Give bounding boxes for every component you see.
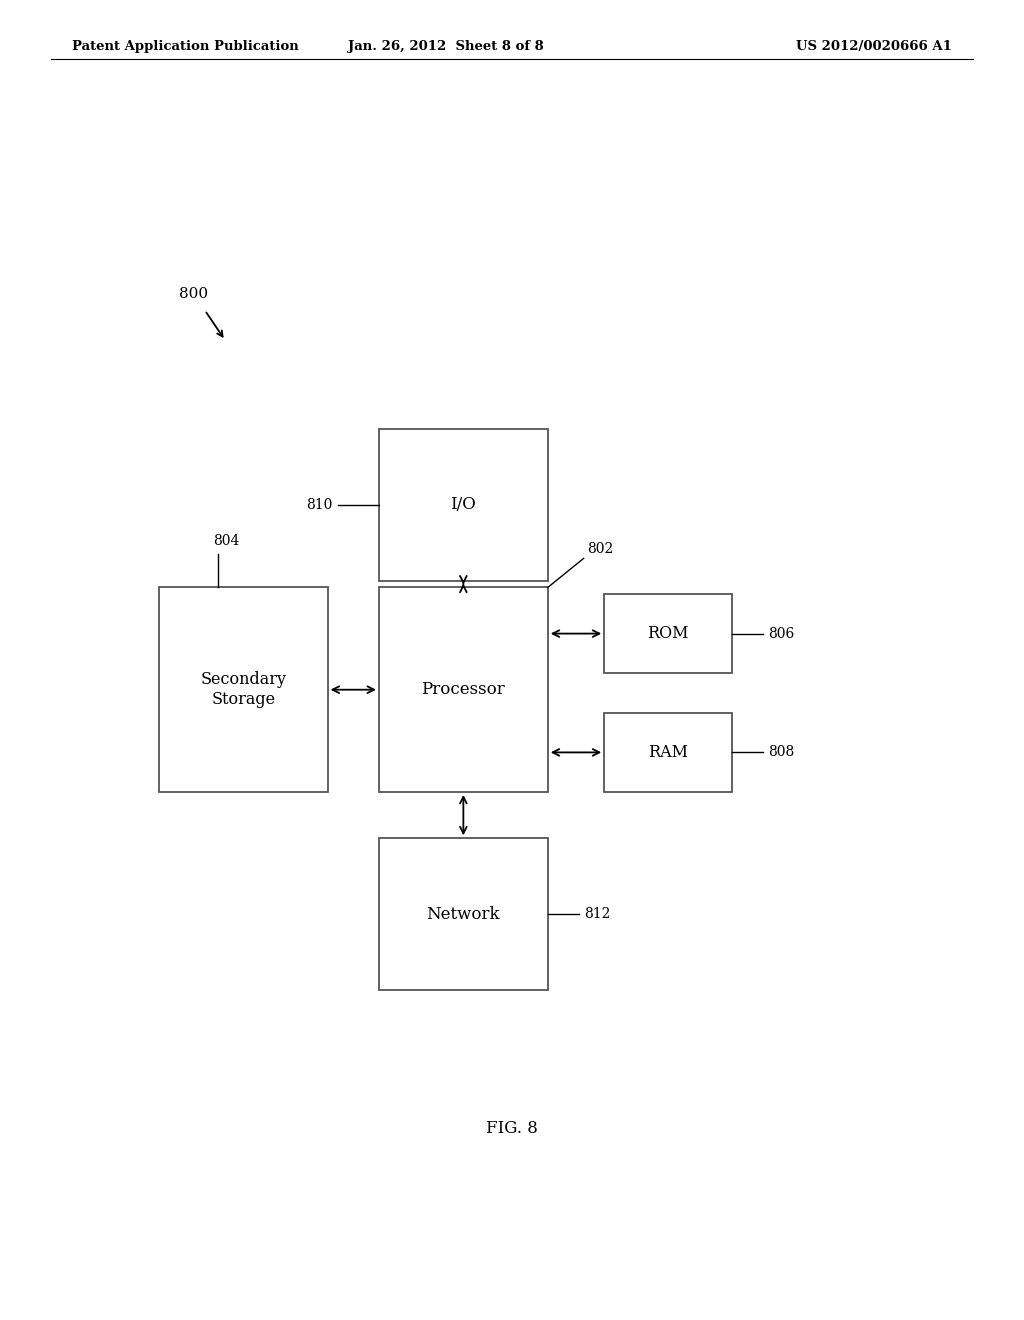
Text: Network: Network <box>427 906 500 923</box>
Text: Patent Application Publication: Patent Application Publication <box>72 40 298 53</box>
Bar <box>159 587 328 792</box>
Bar <box>379 587 548 792</box>
Text: 812: 812 <box>584 907 610 921</box>
Text: I/O: I/O <box>451 496 476 513</box>
Text: Secondary
Storage: Secondary Storage <box>201 672 286 708</box>
Bar <box>379 429 548 581</box>
Bar <box>604 594 732 673</box>
Text: Jan. 26, 2012  Sheet 8 of 8: Jan. 26, 2012 Sheet 8 of 8 <box>347 40 544 53</box>
Text: 806: 806 <box>768 627 795 640</box>
Text: FIG. 8: FIG. 8 <box>486 1121 538 1137</box>
Text: 810: 810 <box>306 498 333 512</box>
Text: Processor: Processor <box>422 681 505 698</box>
Text: 804: 804 <box>213 533 240 548</box>
Text: 808: 808 <box>768 746 795 759</box>
Bar <box>379 838 548 990</box>
Text: 802: 802 <box>587 541 613 556</box>
Text: 800: 800 <box>179 286 208 301</box>
Bar <box>604 713 732 792</box>
Text: ROM: ROM <box>647 626 689 642</box>
Text: US 2012/0020666 A1: US 2012/0020666 A1 <box>797 40 952 53</box>
Text: RAM: RAM <box>648 744 688 760</box>
